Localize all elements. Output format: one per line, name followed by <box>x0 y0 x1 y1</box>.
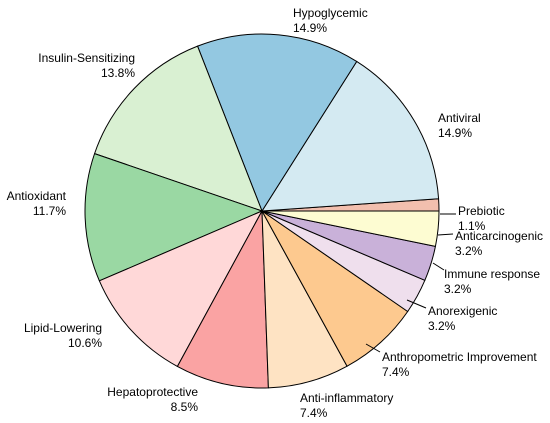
pie-slice-insulin-sensitizing <box>94 45 263 212</box>
slice-label: Hypoglycemic <box>293 6 368 20</box>
slice-label: Antioxidant <box>7 189 67 203</box>
slice-label: Insulin-Sensitizing <box>38 51 135 65</box>
slice-label: Anthropometric Improvement <box>382 350 537 364</box>
pie-slice-anticarcinogenic <box>261 210 440 247</box>
slice-label: Anticarcinogenic <box>455 229 543 243</box>
slice-label: Anti-inflammatory <box>300 391 393 405</box>
slice-value-label: 3.2% <box>444 282 472 296</box>
slice-label: Immune response <box>444 267 540 281</box>
pie-slice-hypoglycemic <box>197 33 358 212</box>
slice-value-label: 13.8% <box>101 66 135 80</box>
pie-slices <box>84 33 440 389</box>
leader-line <box>432 262 445 271</box>
slice-value-label: 1.1% <box>458 219 486 233</box>
pie-slice-hepatoprotective <box>176 210 269 389</box>
slice-value-label: 11.7% <box>33 204 66 218</box>
slice-value-label: 8.5% <box>171 400 199 414</box>
slice-value-label: 14.9% <box>293 21 327 35</box>
pie-labels: Prebiotic1.1%Antiviral14.9%Hypoglycemic1… <box>7 6 543 420</box>
slice-value-label: 7.4% <box>382 365 410 379</box>
leader-line <box>406 299 427 309</box>
slice-label: Anorexigenic <box>428 304 497 318</box>
slice-label: Prebiotic <box>458 204 505 218</box>
pie-slice-antiviral <box>261 60 440 212</box>
slice-value-label: 7.4% <box>300 406 328 420</box>
slice-label: Lipid-Lowering <box>24 321 102 335</box>
leader-line <box>365 343 381 353</box>
leader-line <box>437 233 454 236</box>
slice-label: Antiviral <box>438 111 481 125</box>
pie-slice-lipid-lowering <box>98 210 263 367</box>
slice-value-label: 3.2% <box>455 244 483 258</box>
slice-value-label: 3.2% <box>428 319 456 333</box>
slice-label: Hepatoprotective <box>107 385 198 399</box>
pie-slice-antioxidant <box>84 153 263 282</box>
slice-value-label: 14.9% <box>438 126 472 140</box>
slice-value-label: 10.6% <box>68 336 102 350</box>
